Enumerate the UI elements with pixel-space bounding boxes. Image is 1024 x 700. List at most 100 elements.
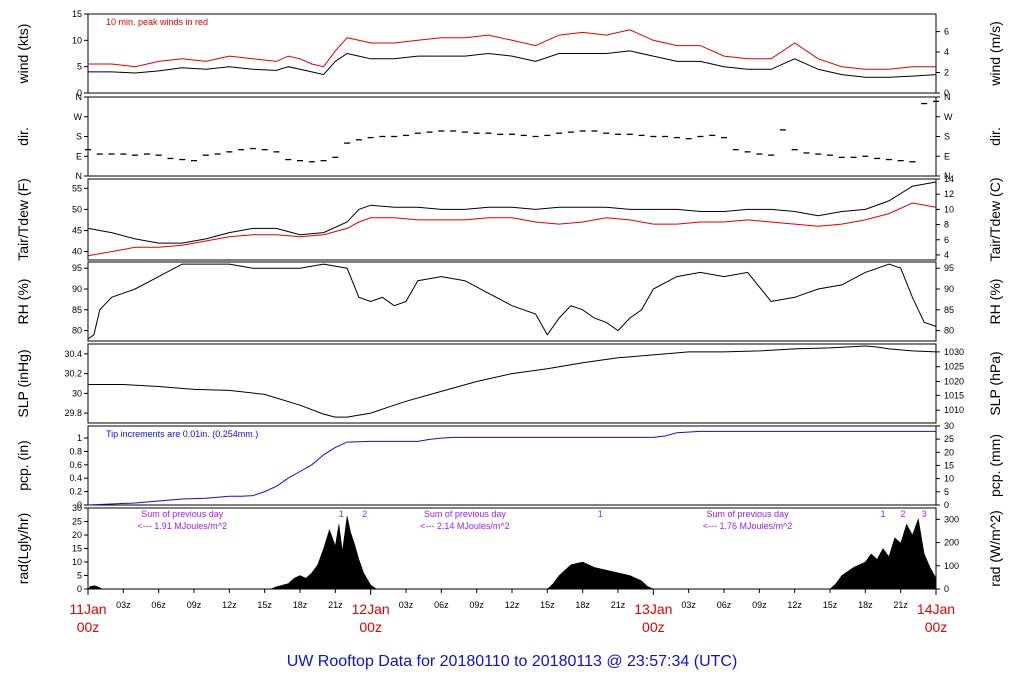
temp-right-tick-label: 8: [944, 220, 949, 230]
x-day-z-label: 00z: [925, 619, 948, 635]
pcp-left-tick-label: 0: [77, 500, 82, 510]
wind-frame: [87, 13, 937, 94]
rh-left-tick-label: 85: [72, 305, 82, 315]
dir-left-tick-label: W: [74, 112, 83, 122]
rad-marker: 2: [362, 509, 367, 519]
wind-series-1: [88, 29, 936, 70]
x-tick-label: 18z: [293, 600, 308, 610]
dir-ylabel-right: dir.: [987, 127, 1003, 146]
dir-right-tick-label: N: [944, 171, 951, 181]
x-tick-label: 12z: [222, 600, 237, 610]
x-day-label: 13Jan: [634, 601, 672, 617]
x-axis: 03z 06z 09z 12z 15z 18z 21z 03z 06z 09z 12z 15z 18z 2…: [69, 589, 955, 635]
rh-left-tick-label: 90: [72, 284, 82, 294]
wind-panel: 0 5 10 15 0 2 4 6 wind (kts) wind (m/s) 10 min. pe…: [15, 9, 1003, 98]
wind-left-tick-label: 5: [77, 62, 82, 72]
temp-panel: 40 45 50 55 4 6 8 10 12 14 Tair/Tdew (F) Tair/Tdew …: [15, 174, 1003, 262]
x-tick-label: 21z: [893, 600, 908, 610]
temp-left-tick-label: 50: [72, 204, 82, 214]
pcp-right-tick-label: 25: [944, 434, 954, 444]
x-day-label: 12Jan: [352, 601, 390, 617]
rh-series-0: [87, 263, 937, 340]
rh-left-tick-label: 95: [72, 263, 82, 273]
pcp-right-tick-label: 20: [944, 447, 954, 457]
temp-ylabel-right: Tair/Tdew (C): [987, 177, 1003, 261]
rad-left-tick-label: 5: [77, 571, 82, 581]
pcp-ylabel-right: pcp. (mm): [987, 434, 1003, 497]
rad-right-tick-label: 0: [944, 584, 949, 594]
rad-left-tick-label: 30: [72, 503, 82, 513]
slp-frame: [87, 343, 937, 424]
x-tick-label: 03z: [681, 600, 696, 610]
pcp-right-tick-label: 30: [944, 421, 954, 431]
wind-right-tick-label: 6: [944, 27, 949, 37]
pcp-series-0: [87, 430, 936, 506]
slp-panel: 29.8 30 30.2 30.4 1010 1015 1020 1025 1030 SLP (i…: [15, 343, 1003, 424]
x-tick-label: 06z: [717, 600, 732, 610]
rad-left-tick-label: 25: [72, 517, 82, 527]
slp-left-tick-label: 30.2: [64, 369, 82, 379]
rad-ylabel-right: rad (W/m^2): [987, 510, 1003, 587]
x-tick-label: 15z: [823, 600, 838, 610]
x-tick-label: 03z: [116, 600, 131, 610]
temp-right-tick-label: 4: [944, 250, 949, 260]
dir-right-tick-label: E: [944, 151, 950, 161]
x-tick-label: 15z: [540, 600, 555, 610]
x-tick-label: 18z: [575, 600, 590, 610]
chart-title: UW Rooftop Data for 20180110 to 20180113…: [287, 653, 738, 670]
pcp-right-tick-label: 5: [944, 487, 949, 497]
rad-right-tick-label: 200: [944, 538, 959, 548]
wind-left-tick-label: 15: [72, 9, 82, 19]
rad-right-tick-label: 300: [944, 514, 959, 524]
temp-ylabel-left: Tair/Tdew (F): [15, 178, 31, 260]
pcp-right-tick-label: 15: [944, 460, 954, 470]
pcp-right-tick-label: 10: [944, 474, 954, 484]
rh-right-tick-label: 85: [944, 305, 954, 315]
slp-series-0: [88, 345, 937, 418]
rad-annotation-line2: <--- 2.14 MJoules/m^2: [420, 521, 510, 531]
x-tick-label: 09z: [187, 600, 202, 610]
rad-left-tick-label: 15: [72, 544, 82, 554]
pcp-left-tick-label: 1: [77, 433, 82, 443]
slp-ylabel-left: SLP (inHg): [15, 349, 31, 417]
wind-ylabel-left: wind (kts): [15, 24, 31, 85]
rh-frame: [87, 261, 937, 342]
temp-right-tick-label: 10: [944, 204, 954, 214]
pcp-left-tick-label: 0.6: [69, 460, 82, 470]
rad-marker: 1: [598, 509, 603, 519]
rh-right-tick-label: 80: [944, 326, 954, 336]
rh-ylabel-left: RH (%): [15, 279, 31, 325]
pcp-annotation: Tip increments are 0.01in. (0.254mm.): [106, 429, 258, 439]
rad-annotation-line2: <--- 1.76 MJoules/m^2: [703, 521, 793, 531]
slp-left-tick-label: 29.8: [64, 408, 82, 418]
rh-panel: 80 85 90 95 80 85 90 95 RH (%) RH (%): [15, 261, 1003, 342]
temp-series-1: [87, 202, 937, 257]
dir-right-tick-label: S: [944, 132, 950, 142]
temp-right-tick-label: 12: [944, 189, 954, 199]
x-tick-label: 12z: [787, 600, 802, 610]
x-tick-label: 06z: [434, 600, 449, 610]
rad-annotation-line2: <--- 1.91 MJoules/m^2: [137, 521, 227, 531]
rad-left-tick-label: 20: [72, 530, 82, 540]
pcp-left-tick-label: 0.4: [69, 473, 82, 483]
rad-series-0: [87, 516, 937, 590]
temp-left-tick-label: 40: [72, 247, 82, 257]
dir-left-tick-label: N: [76, 171, 83, 181]
rad-annotation-line1: Sum of previous day: [424, 509, 507, 519]
temp-left-tick-label: 45: [72, 225, 82, 235]
dir-left-tick-label: E: [76, 151, 82, 161]
x-tick-label: 18z: [858, 600, 873, 610]
x-tick-label: 09z: [469, 600, 484, 610]
x-tick-label: 09z: [752, 600, 767, 610]
slp-right-tick-label: 1015: [944, 390, 964, 400]
x-tick-label: 15z: [257, 600, 272, 610]
temp-right-tick-label: 14: [944, 174, 954, 184]
rh-right-tick-label: 95: [944, 263, 954, 273]
pcp-left-tick-label: 0.8: [69, 446, 82, 456]
slp-left-tick-label: 30: [72, 388, 82, 398]
rad-annotation-line1: Sum of previous day: [707, 509, 790, 519]
wind-right-tick-label: 2: [944, 68, 949, 78]
